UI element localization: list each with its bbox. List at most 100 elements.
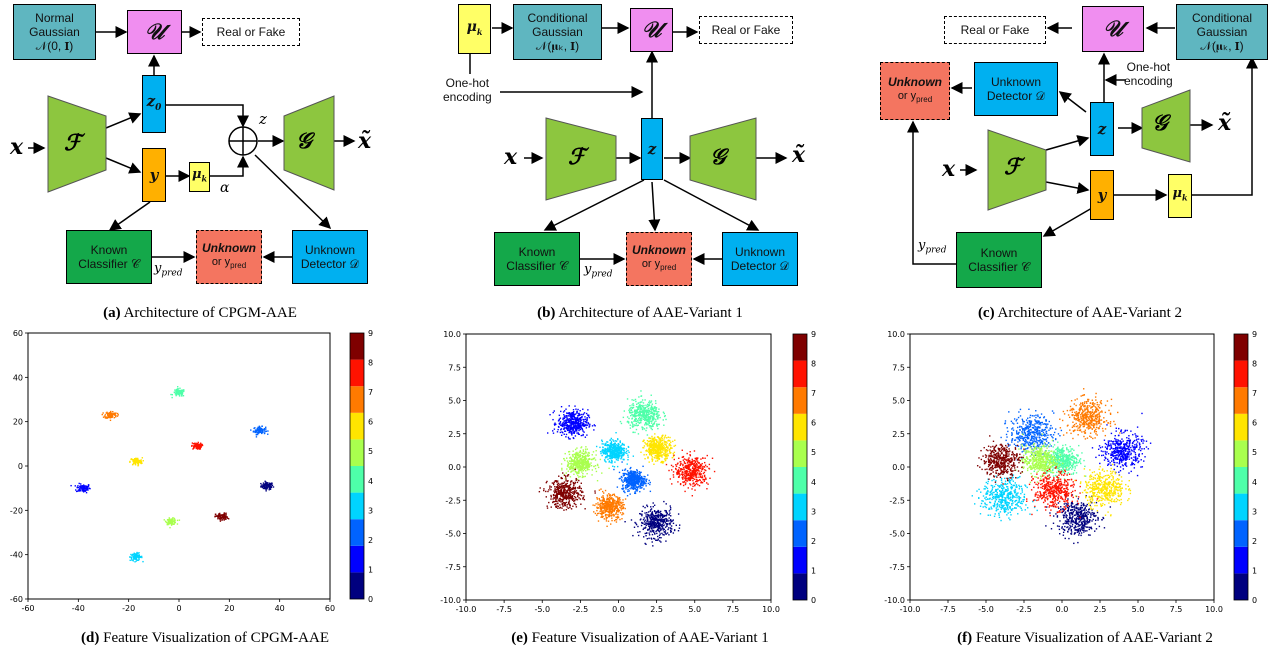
data-point bbox=[645, 404, 647, 406]
data-point bbox=[615, 516, 617, 518]
data-point bbox=[673, 445, 675, 447]
data-point bbox=[689, 473, 691, 475]
data-point bbox=[641, 411, 644, 414]
data-point bbox=[684, 483, 687, 486]
data-point bbox=[553, 491, 556, 494]
data-point bbox=[603, 518, 605, 520]
data-point bbox=[611, 448, 614, 450]
data-point bbox=[652, 522, 655, 524]
data-point bbox=[630, 473, 633, 475]
data-point bbox=[658, 423, 660, 426]
or-ypred-label: or y bbox=[641, 257, 661, 270]
data-point bbox=[200, 443, 202, 446]
data-point bbox=[637, 525, 639, 528]
data-point bbox=[252, 430, 255, 432]
data-point bbox=[645, 514, 647, 516]
data-point bbox=[683, 468, 685, 470]
unknown-detector-b: Unknown Detector 𝒟 bbox=[722, 232, 798, 286]
data-point bbox=[627, 488, 629, 491]
data-point bbox=[590, 464, 593, 467]
data-point bbox=[620, 509, 623, 511]
data-point bbox=[691, 475, 693, 478]
data-point bbox=[132, 560, 135, 562]
data-point bbox=[134, 462, 137, 465]
data-point bbox=[661, 514, 663, 516]
data-point bbox=[580, 421, 582, 423]
data-point bbox=[591, 469, 594, 471]
data-point bbox=[669, 529, 672, 532]
data-point bbox=[543, 488, 545, 490]
data-point bbox=[653, 525, 655, 527]
data-point bbox=[591, 454, 593, 456]
mu-box-b: μk bbox=[458, 4, 491, 54]
data-point bbox=[656, 510, 659, 513]
data-point bbox=[137, 552, 139, 554]
data-point bbox=[704, 477, 707, 479]
ypred-label-b: ypred bbox=[584, 262, 613, 280]
data-point bbox=[259, 429, 261, 431]
data-point bbox=[701, 475, 704, 477]
data-point bbox=[626, 421, 629, 423]
data-point bbox=[639, 401, 641, 404]
data-point bbox=[639, 406, 641, 409]
data-point bbox=[652, 443, 654, 445]
data-point bbox=[269, 487, 272, 489]
data-point bbox=[655, 457, 657, 459]
data-point bbox=[665, 522, 667, 525]
mu-symbol: μk bbox=[466, 18, 483, 37]
data-point bbox=[602, 446, 604, 448]
data-point bbox=[678, 524, 681, 526]
data-point bbox=[654, 454, 657, 457]
data-point bbox=[608, 515, 610, 517]
data-point bbox=[116, 412, 119, 415]
data-point bbox=[574, 405, 576, 407]
data-point bbox=[138, 558, 140, 561]
data-point bbox=[647, 529, 650, 531]
data-point bbox=[619, 445, 622, 448]
data-point bbox=[565, 457, 568, 459]
data-point bbox=[636, 424, 638, 427]
data-point bbox=[641, 417, 643, 419]
data-point bbox=[606, 498, 608, 501]
data-point bbox=[655, 511, 657, 513]
data-point bbox=[611, 519, 613, 522]
data-point bbox=[130, 553, 132, 556]
y-tick-label: -5.0 bbox=[445, 530, 461, 539]
data-point bbox=[708, 463, 711, 466]
data-point bbox=[142, 560, 144, 563]
data-point bbox=[640, 518, 642, 520]
data-point bbox=[605, 520, 608, 522]
data-point bbox=[632, 476, 635, 478]
data-point bbox=[628, 478, 631, 481]
data-point bbox=[643, 521, 646, 523]
data-point bbox=[82, 489, 85, 491]
data-point bbox=[171, 396, 173, 399]
data-point bbox=[698, 484, 701, 487]
data-point bbox=[265, 481, 267, 483]
U-symbol: 𝒰 bbox=[144, 19, 165, 45]
data-point bbox=[691, 462, 694, 464]
data-point bbox=[602, 500, 604, 502]
data-point bbox=[593, 465, 595, 468]
data-point bbox=[660, 514, 663, 517]
colorbar-label: 3 bbox=[368, 506, 373, 515]
y-tick-label: 0 bbox=[18, 462, 23, 471]
y-tick-label: -2.5 bbox=[445, 496, 461, 505]
data-point bbox=[706, 454, 708, 457]
data-point bbox=[582, 408, 584, 410]
data-point bbox=[642, 519, 645, 521]
data-point bbox=[257, 432, 260, 434]
data-point bbox=[134, 464, 137, 466]
data-point bbox=[669, 507, 672, 509]
data-point bbox=[642, 481, 644, 483]
data-point bbox=[634, 491, 636, 493]
data-point bbox=[665, 540, 667, 542]
data-point bbox=[653, 422, 655, 425]
data-point bbox=[261, 425, 263, 427]
data-point bbox=[663, 528, 666, 530]
data-point bbox=[692, 483, 694, 485]
data-point bbox=[613, 466, 616, 468]
data-point bbox=[635, 422, 638, 425]
data-point bbox=[559, 431, 562, 434]
data-point bbox=[622, 501, 624, 504]
